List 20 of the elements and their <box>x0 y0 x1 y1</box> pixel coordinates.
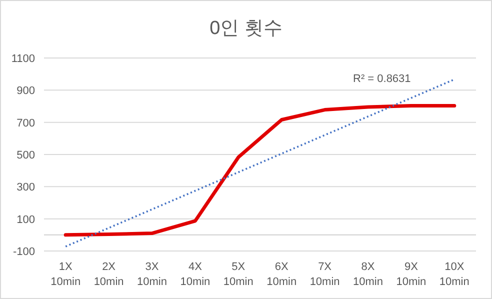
x-tick-label: 10X 10min <box>439 261 470 288</box>
x-tick-label: 8X 10min <box>353 261 383 288</box>
y-tick-label: 700 <box>16 117 35 130</box>
x-tick-label: 2X 10min <box>94 261 124 288</box>
y-tick-label: 1100 <box>11 53 35 65</box>
annotation: R² = 0.8631 <box>353 73 411 85</box>
y-tick-label: 300 <box>16 182 35 194</box>
y-tick-label: 100 <box>16 214 35 226</box>
x-tick-label: 7X 10min <box>310 261 340 288</box>
x-tick-label: 3X 10min <box>137 261 167 288</box>
x-tick-label: 4X 10min <box>180 261 210 288</box>
x-tick-label: 1X 10min <box>50 261 81 288</box>
y-tick-label: 900 <box>16 85 35 98</box>
x-tick-label: 6X 10min <box>266 261 297 288</box>
chart-title: 0인 횟수 <box>210 18 282 39</box>
y-tick-label: -100 <box>12 246 35 258</box>
x-tick-label: 9X 10min <box>396 261 426 288</box>
y-tick-label: 500 <box>16 150 35 162</box>
line-series <box>64 104 456 237</box>
x-tick-label: 5X 10min <box>223 261 254 288</box>
